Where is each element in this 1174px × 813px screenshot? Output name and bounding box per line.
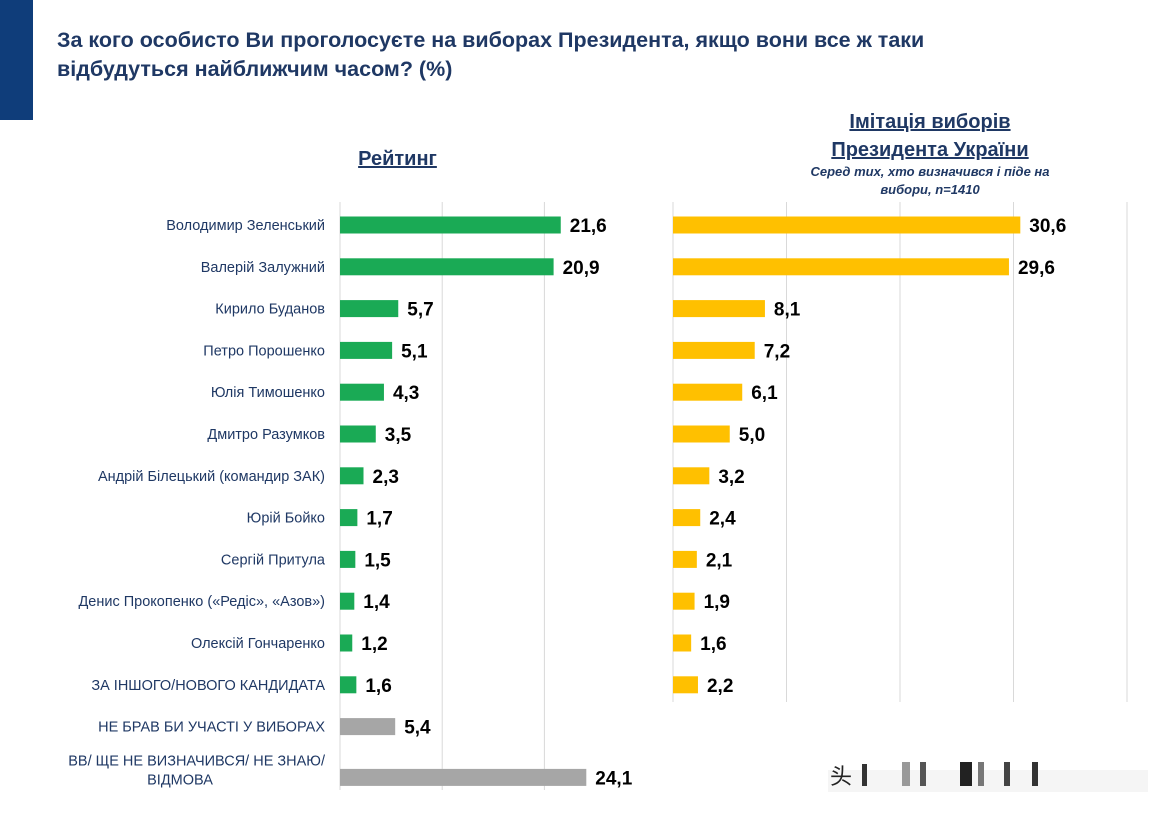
category-label: Юлія Тимошенко — [211, 385, 325, 401]
data-label: 3,5 — [385, 425, 412, 446]
data-label: 8,1 — [774, 300, 801, 321]
data-label: 5,1 — [401, 341, 428, 362]
data-label: 5,0 — [739, 425, 765, 446]
data-label: 1,5 — [364, 550, 391, 571]
data-label: 5,7 — [407, 300, 433, 321]
category-label: Андрій Білецький (командир ЗАК) — [98, 469, 325, 485]
bar — [673, 216, 1021, 234]
data-label: 6,1 — [751, 383, 778, 404]
data-label: 7,2 — [764, 341, 790, 362]
bar — [673, 425, 730, 443]
bar — [340, 718, 396, 736]
bar — [673, 258, 1009, 276]
bar — [340, 634, 353, 652]
data-label: 30,6 — [1029, 216, 1066, 237]
data-label: 1,2 — [361, 634, 387, 655]
category-label: ВВ/ ЩЕ НЕ ВИЗНАЧИВСЯ/ НЕ ЗНАЮ/ — [68, 753, 326, 769]
bar — [673, 634, 692, 652]
data-label: 1,6 — [700, 634, 726, 655]
data-label: 4,3 — [393, 383, 419, 404]
category-label: Сергій Притула — [221, 552, 326, 568]
bar — [673, 676, 698, 694]
bar — [340, 768, 587, 786]
category-label: Валерій Залужний — [201, 260, 325, 276]
data-label: 21,6 — [570, 216, 607, 237]
category-label: Олексій Гончаренко — [191, 636, 325, 652]
category-label: НЕ БРАВ БИ УЧАСТІ У ВИБОРАХ — [98, 720, 325, 736]
chart-title: За кого особисто Ви проголосуєте на вибо… — [57, 28, 925, 81]
bar — [340, 383, 384, 401]
data-label: 2,3 — [373, 467, 399, 488]
bar — [340, 341, 393, 359]
data-label: 3,2 — [718, 467, 744, 488]
category-label: Денис Прокопенко («Редіс», «Азов») — [78, 594, 325, 610]
bar — [340, 425, 376, 443]
category-label: ЗА ІНШОГО/НОВОГО КАНДИДАТА — [91, 678, 325, 694]
watermark-logo: 头 — [828, 762, 1148, 792]
bar — [340, 509, 358, 527]
category-label: Дмитро Разумков — [207, 427, 325, 443]
category-label: Петро Порошенко — [203, 343, 325, 359]
data-label: 1,7 — [366, 509, 392, 530]
data-label: 1,6 — [365, 676, 391, 697]
data-label: 20,9 — [563, 258, 600, 279]
bar — [673, 550, 697, 568]
category-label: Юрій Бойко — [247, 511, 325, 527]
data-label: 1,4 — [363, 592, 390, 613]
category-label: Володимир Зеленський — [166, 218, 325, 234]
svg-text:头: 头 — [830, 765, 852, 790]
rating-panel-title: Рейтинг — [358, 148, 437, 170]
bar — [673, 341, 755, 359]
simulation-panel-title: Імітація виборів Президента України — [831, 111, 1029, 161]
accent-bar — [0, 0, 33, 120]
data-label: 2,4 — [709, 509, 736, 530]
data-label: 1,9 — [704, 592, 730, 613]
category-label: ВІДМОВА — [147, 772, 213, 788]
data-label: 24,1 — [595, 768, 632, 789]
bar — [673, 383, 743, 401]
bar — [340, 216, 561, 234]
bar — [340, 258, 554, 276]
data-label: 2,2 — [707, 676, 733, 697]
bar — [340, 676, 357, 694]
bar — [673, 300, 765, 318]
category-label: Кирило Буданов — [215, 302, 325, 318]
data-label: 5,4 — [404, 718, 431, 739]
bar — [673, 467, 710, 485]
data-label: 2,1 — [706, 550, 733, 571]
bar — [340, 592, 355, 610]
bar — [673, 509, 701, 527]
simulation-panel-subtitle: Серед тих, хто визначився і піде на вибо… — [810, 164, 1050, 197]
bar — [340, 467, 364, 485]
bar — [673, 592, 695, 610]
bar — [340, 300, 399, 318]
bar — [340, 550, 356, 568]
data-label: 29,6 — [1018, 258, 1055, 279]
